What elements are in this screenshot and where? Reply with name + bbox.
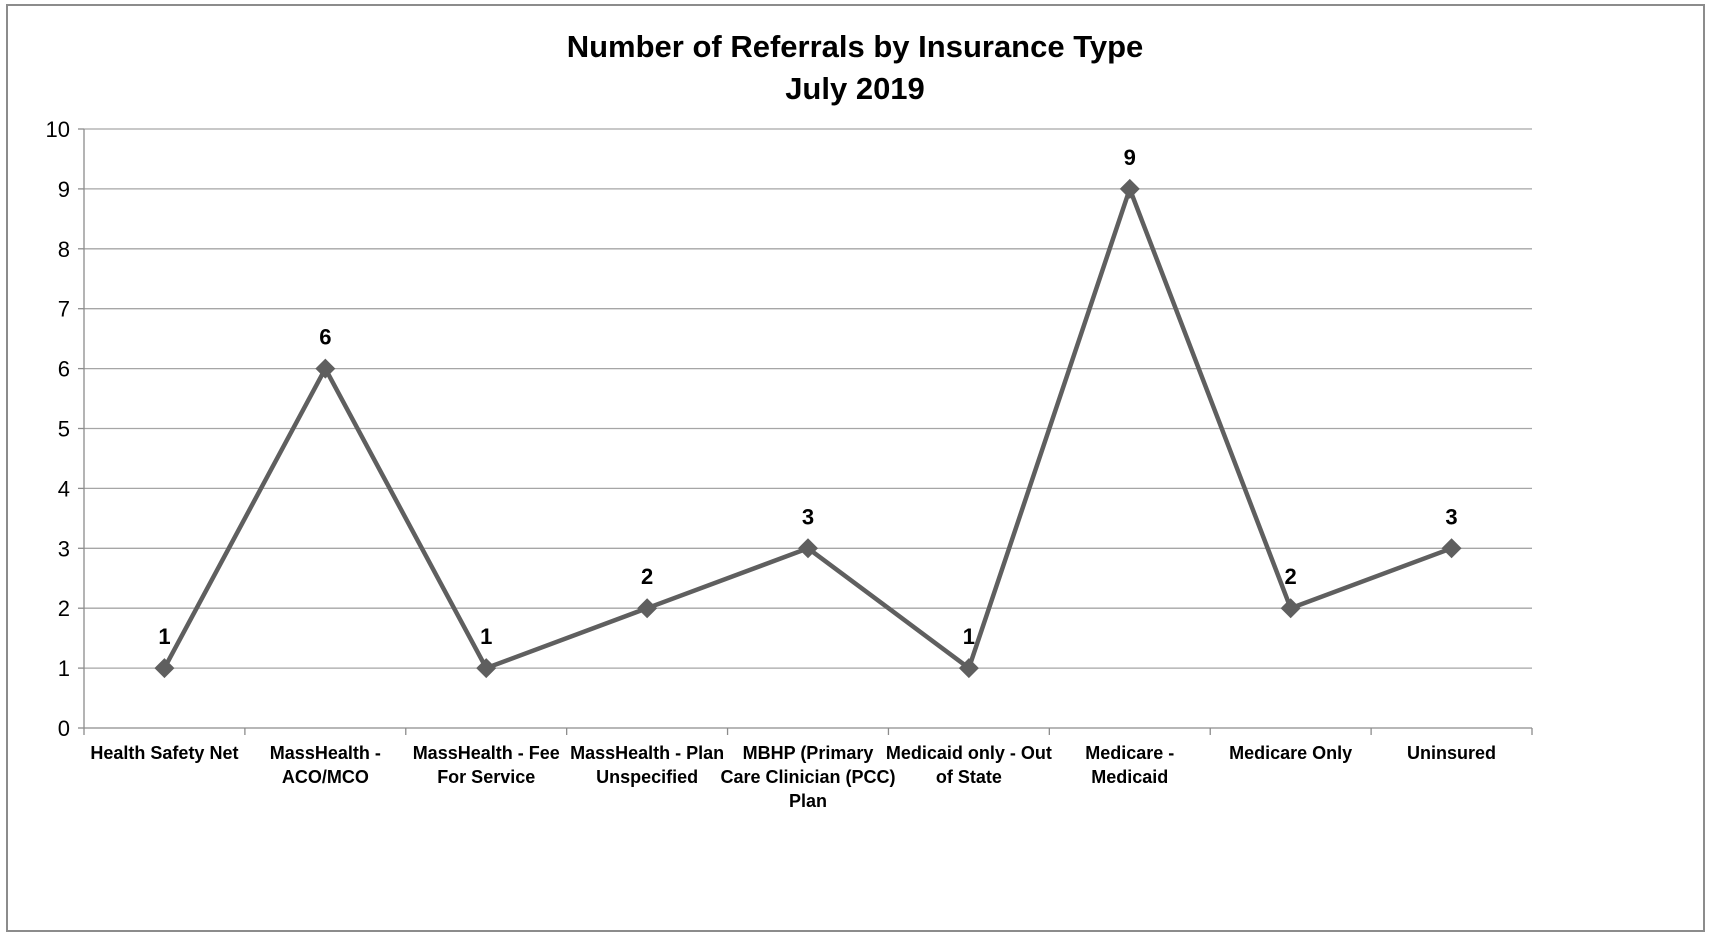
x-tick-label-line: Medicaid xyxy=(1091,767,1168,787)
x-tick-label: MassHealth - Plan Unspecified xyxy=(570,743,724,787)
y-tick-label: 0 xyxy=(58,716,70,741)
x-tick-label-line: For Service xyxy=(437,767,535,787)
chart-frame: 0 1 2 3 4 5 6 7 8 9 10 Health Safety Net MassHealth … xyxy=(6,4,1705,932)
data-label: 1 xyxy=(480,624,492,649)
data-point-marker xyxy=(476,658,497,679)
gridlines xyxy=(84,128,1532,669)
line-chart: 0 1 2 3 4 5 6 7 8 9 10 Health Safety Net MassHealth … xyxy=(46,29,1533,811)
chart-title: Number of Referrals by Insurance Type xyxy=(567,29,1144,64)
data-point-marker xyxy=(154,658,175,679)
x-tick-label-line: Plan xyxy=(789,791,827,811)
y-tick-label: 2 xyxy=(58,596,70,621)
data-label: 1 xyxy=(158,624,170,649)
x-tick-label: Medicaid only - Out of State xyxy=(886,743,1052,787)
data-point-marker xyxy=(1280,598,1301,619)
x-tick-label-line: Medicaid only - Out xyxy=(886,743,1052,763)
x-tick-label-line: MassHealth - Plan xyxy=(570,743,724,763)
data-point-marker xyxy=(958,658,979,679)
x-tick-label-line: MBHP (Primary xyxy=(743,743,874,763)
data-point-marker xyxy=(798,538,818,559)
y-tick-label: 4 xyxy=(58,476,70,501)
x-tick-label: Medicare Only xyxy=(1229,743,1352,763)
x-tick-label: Medicare - Medicaid xyxy=(1085,743,1174,787)
data-label: 1 xyxy=(963,624,975,649)
y-tick-label: 7 xyxy=(58,297,70,322)
x-tick-label-line: MassHealth - xyxy=(270,743,381,763)
x-tick-label-line: Health Safety Net xyxy=(90,743,238,763)
x-tick-label-line: Medicare - xyxy=(1085,743,1174,763)
data-point-marker xyxy=(1119,178,1140,199)
x-tick-label-line: Unspecified xyxy=(596,767,698,787)
data-label: 3 xyxy=(1445,504,1457,529)
data-point-marker xyxy=(637,598,658,619)
x-tick-label: MassHealth - Fee For Service xyxy=(413,743,560,787)
x-tick-label: MassHealth - ACO/MCO xyxy=(270,743,381,787)
data-label: 3 xyxy=(802,504,814,529)
x-tick-label: Uninsured xyxy=(1407,743,1496,763)
x-tick-label-line: Care Clinician (PCC) xyxy=(720,767,895,787)
data-label: 6 xyxy=(319,325,331,350)
data-point-marker xyxy=(1441,538,1462,559)
data-label: 9 xyxy=(1124,145,1136,170)
series xyxy=(154,178,1462,679)
y-tick-label: 5 xyxy=(58,417,70,442)
x-tick-label-line: MassHealth - Fee xyxy=(413,743,560,763)
y-tick-label: 9 xyxy=(58,177,70,202)
x-tick-label-line: of State xyxy=(936,767,1002,787)
y-tick-label: 1 xyxy=(58,656,70,681)
y-tick-label: 10 xyxy=(46,117,70,142)
chart-subtitle: July 2019 xyxy=(785,71,925,106)
data-label: 2 xyxy=(1285,564,1297,589)
x-tick-label: Health Safety Net xyxy=(90,743,238,763)
x-tick-label: MBHP (Primary Care Clinician (PCC) Plan xyxy=(720,743,895,811)
axes xyxy=(78,128,1533,735)
data-label: 2 xyxy=(641,564,653,589)
x-tick-label-line: ACO/MCO xyxy=(282,767,369,787)
y-tick-label: 8 xyxy=(58,237,70,262)
y-tick-label: 3 xyxy=(58,536,70,561)
labels: 0 1 2 3 4 5 6 7 8 9 10 Health Safety Net MassHealth … xyxy=(46,117,1497,811)
y-tick-label: 6 xyxy=(58,357,70,382)
x-tick-label-line: Uninsured xyxy=(1407,743,1496,763)
x-tick-label-line: Medicare Only xyxy=(1229,743,1352,763)
data-point-marker xyxy=(315,358,336,379)
